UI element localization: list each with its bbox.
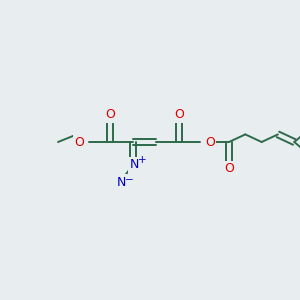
Text: −: −: [124, 175, 134, 185]
Text: O: O: [105, 109, 115, 122]
Text: +: +: [138, 155, 146, 165]
Text: O: O: [174, 109, 184, 122]
Text: N: N: [129, 158, 139, 172]
Text: O: O: [205, 136, 215, 148]
Text: O: O: [224, 163, 234, 176]
Text: O: O: [74, 136, 84, 148]
Text: N: N: [116, 176, 126, 188]
